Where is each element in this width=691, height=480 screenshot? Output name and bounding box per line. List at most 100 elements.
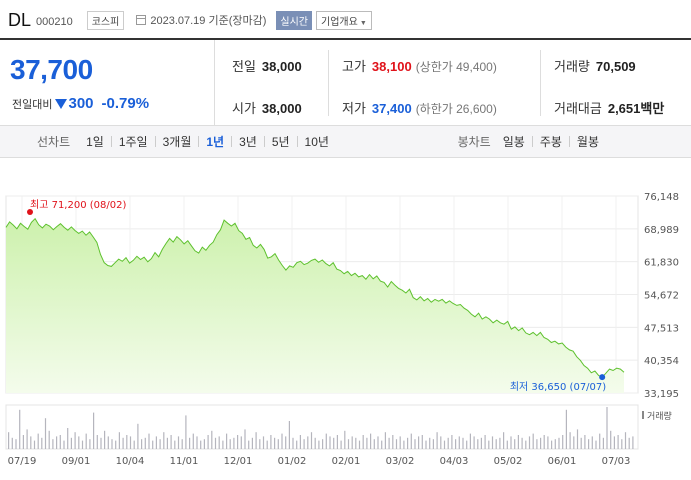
tab-period-3[interactable]: 1년 [206,135,225,149]
volume-bar [355,437,357,449]
volume-bar [599,433,601,449]
volume-bar [19,409,21,449]
volume-bar [514,439,516,449]
volume-bar [11,437,13,449]
volume-bar [214,437,217,449]
volume-bar [48,430,50,449]
volume-bar [484,435,486,449]
volume-bar [613,436,615,449]
volume-bar [237,435,239,449]
stat-label: 시가 [232,101,256,116]
volume-bar [56,436,58,449]
volume-bar [469,433,471,449]
volume-bar [299,435,301,449]
volume-bar [281,433,283,449]
volume-bar [207,435,209,449]
y-axis-labels: 76,148 68,989 61,830 54,672 47,513 40,354 33,1… [644,192,679,400]
volume-bar [591,436,593,449]
volume-bar [503,432,505,449]
volume-bar [89,439,91,449]
volume-bar [447,437,449,449]
volume-bar [358,440,361,449]
price-area-fill [6,218,624,393]
volume-bar [410,433,412,449]
tab-period-4[interactable]: 3년 [239,135,257,149]
tab-separator [198,136,200,147]
volume-bar [399,436,401,449]
tab-period-6[interactable]: 10년 [304,135,329,149]
volume-bar [624,432,627,449]
volume-bar [429,437,431,449]
volume-bar [528,436,531,449]
volume-bar [203,439,205,449]
tab-period-0[interactable]: 1일 [86,135,104,149]
tab-separator [568,136,570,147]
price-line [5,217,625,378]
volume-bar [525,440,527,449]
volume-bar [166,437,168,449]
volume-bar [462,437,464,449]
volume-bar [52,439,54,449]
volume-bar [595,440,597,449]
stat-label: 저가 [342,101,366,116]
stat-value: 2,651 [607,101,641,116]
price-chart[interactable]: 76,148 68,989 61,830 54,672 47,513 40,354 33,1… [0,186,691,480]
stat-value: 38,000 [261,101,302,116]
volume-bar [333,437,335,449]
volume-bar [540,437,542,449]
volume-bar [421,435,423,449]
company-overview-button[interactable]: 기업개요 ▼ [316,10,372,30]
volume-bar [255,432,257,449]
stock-header: DL 000210 코스피 2023.07.19 기준(장마감) 실시간 기업개… [8,10,372,30]
volume-bar [174,440,176,449]
line-period-tabs: 1일 1주일 3개월 1년 3년 5년 10년 [86,133,329,150]
company-overview-label: 기업개요 [321,16,358,28]
volume-bar [96,435,98,449]
volume-bar [222,440,224,449]
stock-name: DL [8,9,32,30]
volume-bar [325,433,327,449]
volume-bar [266,440,268,449]
x-tick-label: 11/01 [170,456,199,467]
tab-separator [110,136,112,147]
volume-bar [466,440,468,449]
volume-bar [392,435,394,449]
volume-bar [451,435,453,449]
x-tick-label: 07/03 [602,456,631,467]
stat-high: 고가 38,100 (상한가 49,400) [342,56,497,75]
volume-bar [336,435,338,449]
volume-bar [196,436,198,449]
stats-divider [328,50,329,116]
volume-bar [443,440,446,449]
volume-bar [37,433,39,449]
candle-chart-label: 봉차트 [457,135,491,149]
tab-period-2[interactable]: 3개월 [162,135,192,149]
volume-bar [403,440,405,449]
tab-period-5[interactable]: 5년 [271,135,290,149]
realtime-button[interactable]: 실시간 [276,10,312,30]
volume-bar [8,432,10,449]
volume-bar [366,437,368,449]
tab-candle-2[interactable]: 월봉 [576,135,599,149]
tab-candle-0[interactable]: 일봉 [502,135,525,149]
y-tick-label: 68,989 [644,225,679,236]
volume-bar [185,415,187,449]
tab-candle-1[interactable]: 주봉 [539,135,562,149]
chevron-down-icon: ▼ [359,19,367,27]
volume-bar [532,433,534,449]
volume-bar [159,439,161,449]
tab-period-1[interactable]: 1주일 [118,135,148,149]
volume-bar [137,423,139,449]
volume-bar [229,439,231,449]
volume-bar [554,439,556,449]
stat-value: 37,400 [371,101,412,116]
volume-bar [314,437,316,449]
high-marker [27,209,33,215]
volume-bar [144,437,146,449]
change-rate: -0.79% [101,95,150,112]
volume-bar [181,439,183,449]
stat-value: 38,100 [371,59,412,74]
volume-bar [152,440,154,449]
stat-label: 전일 [232,59,256,74]
volume-bar [118,432,120,449]
